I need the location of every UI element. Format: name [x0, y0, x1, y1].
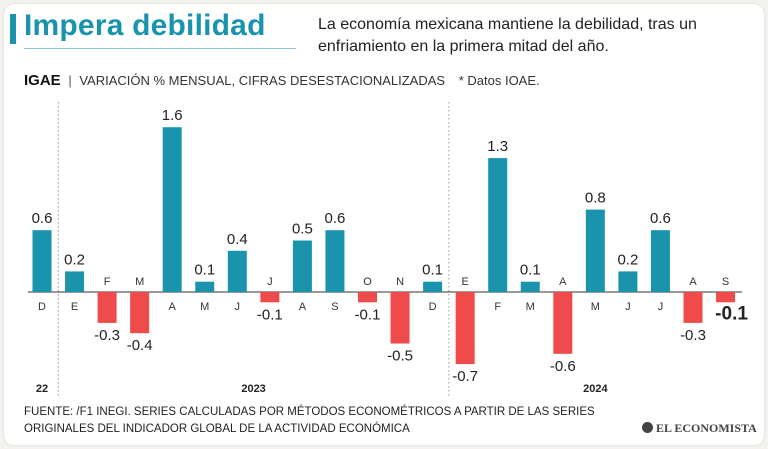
value-label-12: -0.5: [387, 348, 413, 365]
bar-16: [520, 281, 540, 292]
bar-5: [162, 127, 182, 292]
publisher-logo: EL ECONOMISTA: [642, 421, 757, 436]
source-line-2: ORIGINALES DEL INDICADOR GLOBAL DE LA AC…: [24, 423, 410, 435]
bar-19: [618, 271, 638, 292]
category-label-4: M: [135, 276, 144, 288]
category-label-8: J: [267, 276, 273, 288]
bar-2: [65, 271, 85, 292]
indicator-separator: |: [68, 73, 72, 88]
chart-card: [4, 4, 764, 445]
category-label-21: A: [689, 276, 697, 288]
value-label-16: 0.1: [520, 262, 541, 279]
value-label-19: 0.2: [617, 251, 638, 268]
bar-15: [488, 158, 508, 292]
category-label-22: S: [722, 276, 729, 288]
value-label-1: 0.6: [32, 210, 53, 227]
value-label-21: -0.3: [680, 327, 706, 344]
bar-11: [358, 292, 377, 303]
category-label-19: J: [625, 301, 631, 313]
source-line-1: FUENTE: /F1 INEGI. SERIES CALCULADAS POR…: [24, 406, 595, 418]
value-label-10: 0.6: [325, 210, 346, 227]
value-label-22: -0.1: [715, 303, 748, 324]
value-label-2: 0.2: [64, 251, 85, 268]
bar-20: [650, 230, 670, 292]
year-label-2: 2023: [241, 383, 265, 395]
value-label-5: 1.6: [162, 107, 183, 124]
category-label-1: D: [38, 301, 46, 313]
bar-18: [585, 209, 605, 292]
category-label-10: S: [331, 301, 338, 313]
category-label-9: A: [299, 301, 307, 313]
category-label-15: F: [494, 301, 501, 313]
bar-22: [716, 292, 736, 303]
bar-21: [683, 292, 703, 323]
value-label-13: 0.1: [422, 262, 443, 279]
category-label-16: M: [526, 301, 535, 313]
bar-9: [292, 240, 312, 292]
indicator-name: IGAE: [24, 72, 61, 89]
category-label-14: E: [461, 276, 468, 288]
title-accent-bar: [10, 14, 16, 44]
category-label-3: F: [104, 276, 111, 288]
indicator-description: VARIACIÓN % MENSUAL, CIFRAS DESESTACIONA…: [79, 73, 446, 88]
category-label-11: O: [363, 276, 372, 288]
bar-17: [553, 292, 573, 354]
title-underline: [24, 48, 296, 49]
value-label-3: -0.3: [94, 327, 120, 344]
year-label-3: 2024: [583, 383, 608, 395]
indicator-row: IGAE | VARIACIÓN % MENSUAL, CIFRAS DESES…: [24, 72, 540, 89]
value-label-17: -0.6: [550, 358, 576, 375]
bar-8: [260, 292, 280, 303]
chart-title: Impera debilidad: [24, 9, 266, 42]
value-label-11: -0.1: [355, 306, 381, 323]
category-label-18: M: [591, 301, 600, 313]
category-label-5: A: [169, 301, 177, 313]
value-label-15: 1.3: [487, 138, 508, 155]
category-label-12: N: [396, 276, 404, 288]
bar-14: [455, 292, 475, 365]
category-label-17: A: [559, 276, 567, 288]
category-label-7: J: [235, 301, 241, 313]
value-label-18: 0.8: [585, 190, 606, 207]
indicator-note: * Datos IOAE.: [458, 73, 540, 88]
value-label-6: 0.1: [194, 262, 215, 279]
value-label-8: -0.1: [257, 306, 283, 323]
chart-subtitle: La economía mexicana mantiene la debilid…: [318, 16, 697, 55]
source-note: FUENTE: /F1 INEGI. SERIES CALCULADAS POR…: [24, 404, 624, 438]
category-label-20: J: [658, 301, 664, 313]
value-label-9: 0.5: [292, 221, 313, 238]
bar-13: [423, 281, 443, 292]
logo-text: EL ECONOMISTA: [656, 421, 757, 435]
year-label-1: 22: [36, 383, 48, 395]
value-label-4: -0.4: [127, 337, 153, 354]
bar-6: [195, 281, 215, 292]
category-label-2: E: [71, 301, 78, 313]
category-label-13: D: [429, 301, 437, 313]
value-label-7: 0.4: [227, 231, 248, 248]
bar-12: [390, 292, 410, 344]
bar-10: [325, 230, 345, 292]
bar-7: [227, 250, 247, 292]
bar-1: [32, 230, 52, 292]
value-label-14: -0.7: [452, 368, 478, 385]
value-label-20: 0.6: [650, 210, 671, 227]
category-label-6: M: [200, 301, 209, 313]
bar-4: [130, 292, 150, 334]
bar-3: [97, 292, 117, 323]
logo-mark-icon: [642, 422, 653, 433]
